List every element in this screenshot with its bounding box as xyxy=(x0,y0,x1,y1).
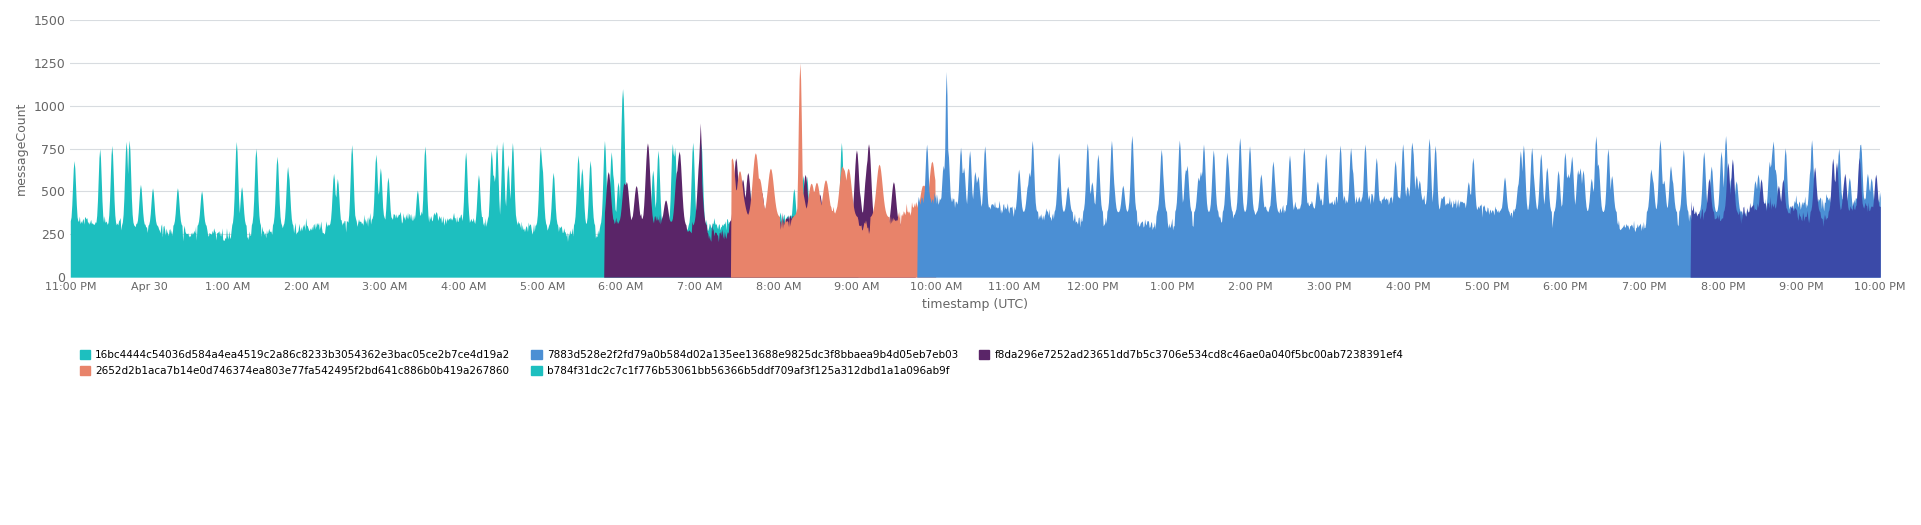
Y-axis label: messageCount: messageCount xyxy=(15,102,29,195)
Legend: 16bc4444c54036d584a4ea4519c2a86c8233b3054362e3bac05ce2b7ce4d19a2, 2652d2b1aca7b1: 16bc4444c54036d584a4ea4519c2a86c8233b305… xyxy=(75,346,1408,380)
X-axis label: timestamp (UTC): timestamp (UTC) xyxy=(922,298,1028,311)
